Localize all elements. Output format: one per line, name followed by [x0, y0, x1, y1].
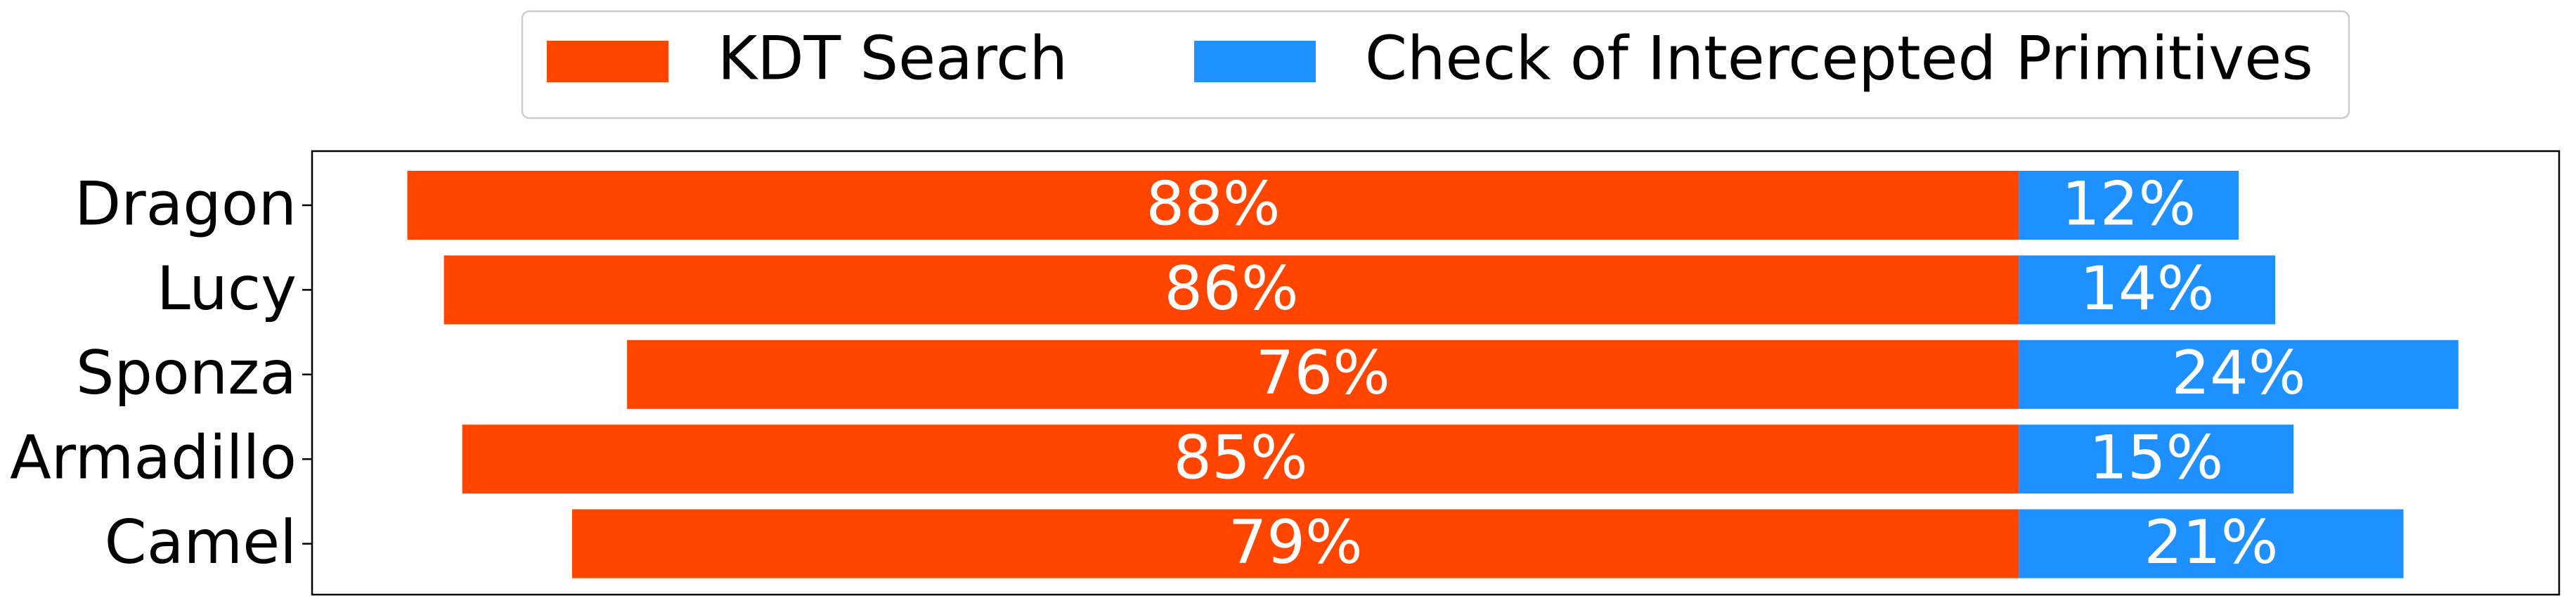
bar [407, 171, 2019, 240]
value-label: 24% [2171, 338, 2305, 408]
y-tick-label: Dragon [75, 169, 297, 239]
legend-swatch [547, 41, 668, 82]
legend-label: Check of Intercepted Primitives [1365, 23, 2313, 93]
value-label: 85% [1173, 423, 1307, 493]
y-tick-label: Camel [105, 507, 297, 578]
bar [2019, 255, 2276, 325]
value-label: 21% [2144, 507, 2278, 578]
bar [2019, 425, 2294, 494]
legend-box [521, 10, 2350, 119]
y-tick-label: Lucy [157, 254, 297, 324]
value-label: 76% [1256, 338, 1390, 408]
value-label: 12% [2062, 169, 2196, 239]
y-tick-label: Sponza [76, 338, 297, 408]
legend-swatch [1194, 41, 1316, 82]
value-label: 88% [1146, 169, 1280, 239]
value-label: 86% [1164, 254, 1298, 324]
bar [2019, 339, 2459, 409]
value-label: 14% [2080, 254, 2214, 324]
y-tick-label: Armadillo [10, 423, 297, 493]
plot-frame [311, 150, 2561, 596]
value-label: 15% [2089, 423, 2223, 493]
legend-label: KDT Search [718, 23, 1068, 93]
bar [627, 339, 2019, 409]
bar [444, 255, 2019, 325]
bar [571, 509, 2019, 578]
value-label: 79% [1229, 507, 1363, 578]
bar [2019, 171, 2239, 240]
bar [462, 425, 2019, 494]
bar [2019, 509, 2404, 578]
